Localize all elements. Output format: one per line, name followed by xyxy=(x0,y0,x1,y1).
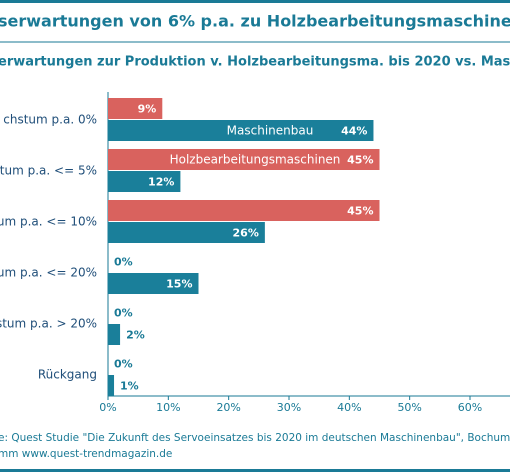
value-label: 45% xyxy=(347,154,373,167)
x-tick-label: 0% xyxy=(99,401,116,414)
value-label: 2% xyxy=(126,329,145,342)
value-label: 9% xyxy=(138,103,157,116)
y-tick-label: um p.a. <= 20% xyxy=(0,266,97,280)
value-label: 45% xyxy=(347,205,373,218)
x-tick-label: 40% xyxy=(337,401,361,414)
legend-entry: Maschinenbau xyxy=(227,124,314,138)
y-tick-label: um p.a. <= 10% xyxy=(0,215,97,229)
value-label: 44% xyxy=(341,125,367,138)
x-tick-label: 10% xyxy=(156,401,180,414)
x-tick-label: 50% xyxy=(397,401,421,414)
x-tick-label: 20% xyxy=(216,401,240,414)
y-tick-label: Rückgang xyxy=(38,368,97,382)
value-label: 1% xyxy=(120,380,139,393)
bar xyxy=(108,222,265,243)
value-label: 0% xyxy=(114,307,133,320)
bar xyxy=(108,324,121,345)
value-label: 0% xyxy=(114,256,133,269)
chart-subtitle: erwartungen zur Produktion v. Holzbearbe… xyxy=(0,55,510,70)
source-line: e: Quest Studie "Die Zukunft des Servoei… xyxy=(0,432,510,444)
x-tick-label: 60% xyxy=(458,401,482,414)
bar xyxy=(108,171,181,192)
chart-title: serwartungen von 6% p.a. zu Holzbearbeit… xyxy=(0,12,510,31)
y-tick-label: stum p.a. <= 5% xyxy=(0,164,97,178)
bar xyxy=(108,149,380,170)
x-tick-label: 30% xyxy=(277,401,301,414)
bar xyxy=(108,98,163,119)
value-label: 12% xyxy=(148,176,174,189)
bar xyxy=(108,200,380,221)
y-tick-label: stum p.a. > 20% xyxy=(0,317,97,331)
y-tick-label: chstum p.a. 0% xyxy=(3,113,97,127)
value-label: 26% xyxy=(233,227,259,240)
value-label: 15% xyxy=(166,278,192,291)
bar xyxy=(108,375,115,396)
legend-entry: Holzbearbeitungsmaschinen xyxy=(170,153,341,167)
bar xyxy=(108,273,199,294)
source-line: mm www.quest-trendmagazin.de xyxy=(0,448,172,460)
bar xyxy=(108,120,374,141)
value-label: 0% xyxy=(114,358,133,371)
